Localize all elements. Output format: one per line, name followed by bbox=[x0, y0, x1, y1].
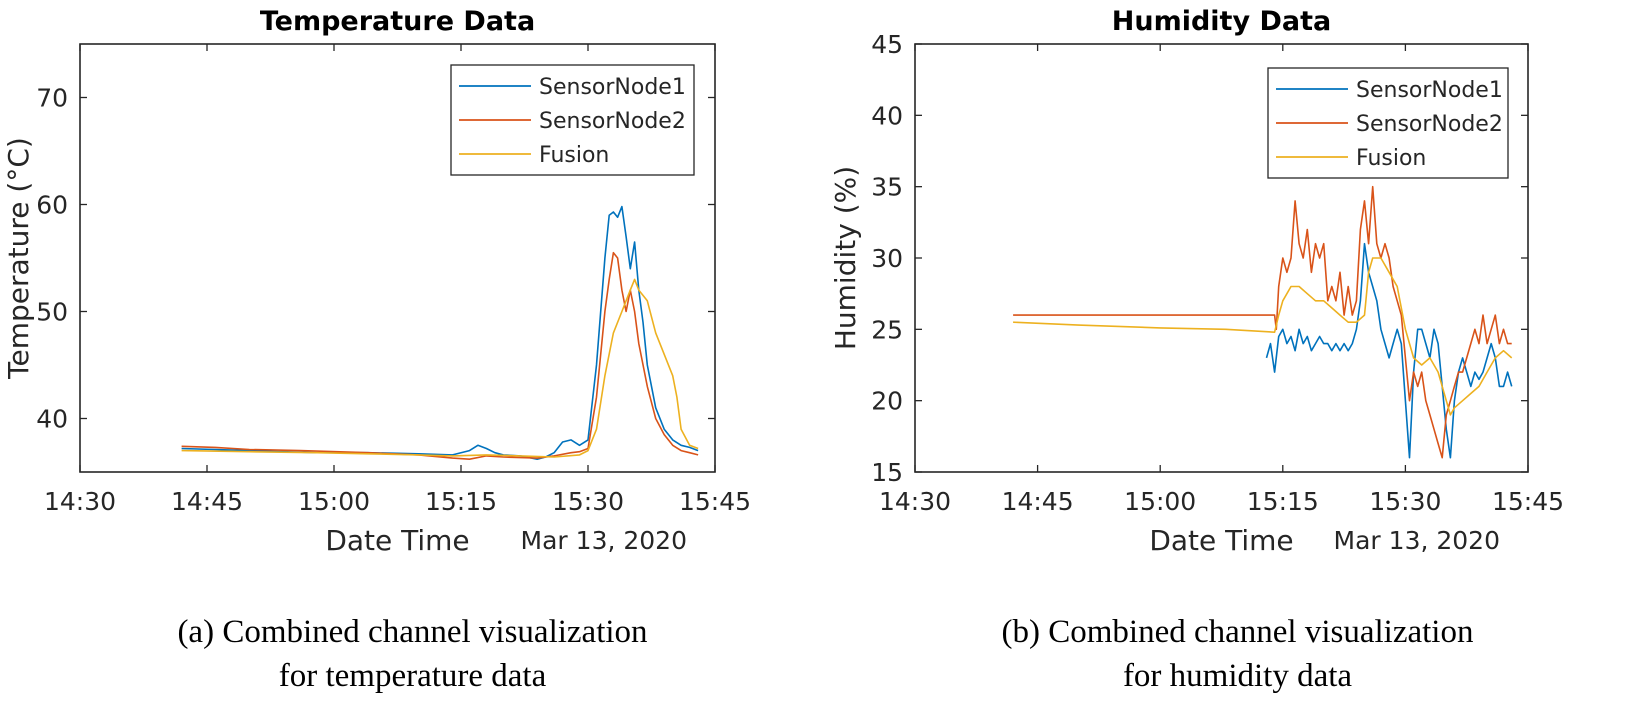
chart-title: Temperature Data bbox=[260, 6, 535, 37]
x-tick-label: 14:45 bbox=[171, 487, 243, 516]
legend-box bbox=[450, 64, 695, 176]
series-line-fusion bbox=[181, 278, 699, 458]
humidity-chart: 14:30 14:45 15:00 15:15 15:30 15:45 15 20 25 30 35… bbox=[829, 6, 1564, 557]
caption-line-1: (b) Combined channel visualization bbox=[1001, 614, 1474, 650]
y-axis-label: Temperature (°C) bbox=[2, 137, 35, 380]
y-axis-label: Humidity (%) bbox=[829, 166, 862, 350]
legend-entry: SensorNode1 bbox=[539, 75, 686, 100]
temperature-chart-panel: 14:30 14:45 15:00 15:15 15:30 15:45 40 50 60 70 Te… bbox=[0, 6, 825, 698]
humidity-chart-panel: 14:30 14:45 15:00 15:15 15:30 15:45 15 20 25 30 35… bbox=[825, 0, 1650, 706]
series-line-fusion bbox=[1013, 257, 1513, 416]
y-tick-label: 45 bbox=[871, 30, 903, 59]
x-tick-label: 14:45 bbox=[1002, 487, 1074, 516]
x-tick-label: 14:30 bbox=[44, 487, 116, 516]
temperature-caption: (a) Combined channel visualization for t… bbox=[0, 610, 825, 698]
y-tick-label: 30 bbox=[871, 244, 903, 273]
y-tick-label: 40 bbox=[871, 101, 903, 130]
legend-entry: Fusion bbox=[1356, 146, 1426, 171]
y-tick-label: 15 bbox=[871, 458, 903, 487]
x-tick-label: 15:45 bbox=[1492, 487, 1564, 516]
legend: SensorNode1 SensorNode2 Fusion bbox=[1267, 67, 1509, 179]
caption-line-2: for humidity data bbox=[1122, 658, 1353, 694]
x-axis-label: Date Time bbox=[1149, 524, 1293, 557]
legend-entry: SensorNode2 bbox=[1356, 112, 1503, 137]
axes-box bbox=[79, 43, 716, 473]
caption-line-1: (a) Combined channel visualization bbox=[177, 614, 648, 650]
y-tick-label: 60 bbox=[36, 191, 68, 220]
date-label: Mar 13, 2020 bbox=[1334, 526, 1500, 555]
x-tick-label: 15:15 bbox=[1247, 487, 1319, 516]
legend: SensorNode1 SensorNode2 Fusion bbox=[450, 64, 695, 176]
caption-line-2: for temperature data bbox=[278, 658, 547, 694]
y-tick-label: 20 bbox=[871, 387, 903, 416]
y-tick-label: 25 bbox=[871, 315, 903, 344]
legend-entry: SensorNode1 bbox=[1356, 78, 1503, 103]
series-line-sensornode2 bbox=[1013, 185, 1512, 459]
date-label: Mar 13, 2020 bbox=[521, 526, 687, 555]
chart-title: Humidity Data bbox=[1112, 6, 1331, 37]
x-tick-label: 15:45 bbox=[679, 487, 751, 516]
y-tick-label: 35 bbox=[871, 173, 903, 202]
humidity-caption: (b) Combined channel visualization for h… bbox=[825, 610, 1650, 698]
x-tick-label: 15:00 bbox=[298, 487, 370, 516]
y-tick-label: 40 bbox=[36, 405, 68, 434]
x-tick-label: 15:15 bbox=[425, 487, 497, 516]
y-tick-label: 50 bbox=[36, 298, 68, 327]
x-tick-label: 15:30 bbox=[1369, 487, 1441, 516]
series-line-sensornode1 bbox=[181, 205, 699, 461]
x-tick-label: 15:00 bbox=[1124, 487, 1196, 516]
series-line-sensornode1 bbox=[1265, 242, 1513, 459]
temperature-chart: 14:30 14:45 15:00 15:15 15:30 15:4540506070Te… bbox=[2, 6, 751, 557]
x-axis-label: Date Time bbox=[325, 524, 469, 557]
x-tick-label: 14:30 bbox=[879, 487, 951, 516]
x-tick-label: 15:30 bbox=[552, 487, 624, 516]
legend-entry: Fusion bbox=[539, 143, 609, 168]
y-tick-label: 70 bbox=[36, 84, 68, 113]
legend-entry: SensorNode2 bbox=[539, 109, 686, 134]
